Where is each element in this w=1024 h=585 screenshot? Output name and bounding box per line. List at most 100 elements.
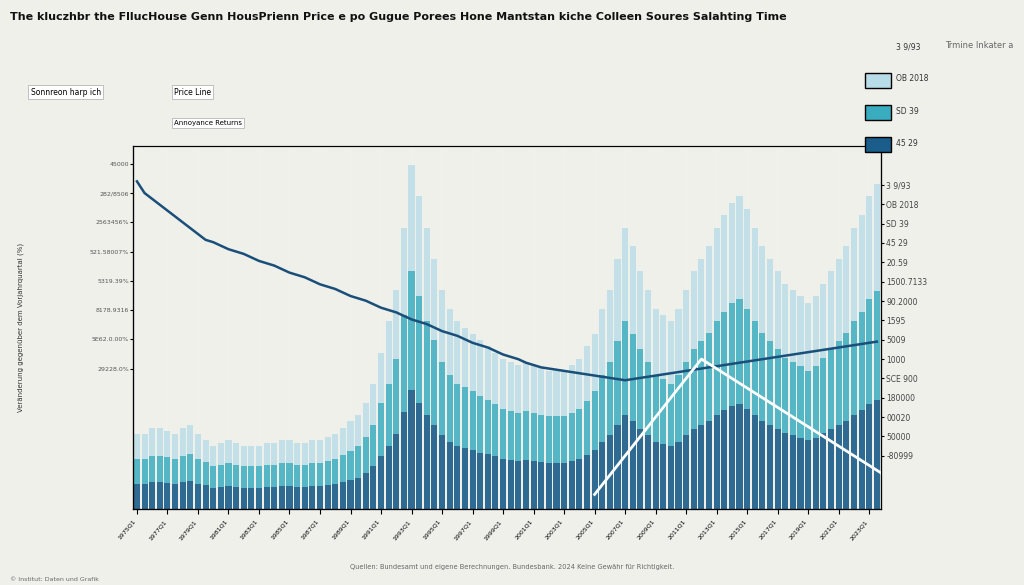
Bar	[523, 362, 529, 411]
Bar	[752, 321, 758, 415]
Bar	[340, 428, 346, 455]
Bar	[790, 435, 796, 509]
Bar	[546, 417, 552, 463]
Bar	[340, 482, 346, 509]
Bar	[645, 290, 651, 362]
Bar	[805, 371, 811, 440]
Bar	[530, 365, 537, 413]
Bar	[386, 321, 392, 384]
Bar	[141, 459, 147, 484]
Bar	[546, 371, 552, 417]
Bar	[362, 437, 369, 473]
Bar	[187, 454, 194, 481]
Bar	[362, 402, 369, 437]
Bar	[371, 384, 377, 425]
Bar	[706, 246, 712, 333]
Bar	[760, 333, 766, 421]
Bar	[798, 297, 804, 366]
Bar	[691, 271, 696, 349]
Bar	[424, 228, 430, 321]
Bar	[355, 415, 361, 446]
Bar	[279, 440, 285, 463]
Bar	[774, 271, 780, 349]
Bar	[386, 446, 392, 509]
Bar	[431, 425, 437, 509]
Bar	[317, 463, 323, 486]
Text: Sonnreon harp ich: Sonnreon harp ich	[31, 88, 100, 97]
Bar	[439, 435, 445, 509]
Bar	[469, 450, 475, 509]
Bar	[607, 435, 613, 509]
Bar	[371, 466, 377, 509]
Bar	[455, 446, 461, 509]
Bar	[668, 384, 674, 446]
Bar	[302, 487, 308, 509]
Bar	[652, 309, 658, 374]
Bar	[836, 259, 842, 342]
Bar	[760, 421, 766, 509]
Bar	[851, 415, 857, 509]
Bar	[203, 462, 209, 485]
Bar	[355, 478, 361, 509]
Bar	[592, 450, 598, 509]
Bar	[782, 433, 788, 509]
Bar	[225, 486, 231, 509]
Bar	[805, 302, 811, 371]
Bar	[210, 488, 216, 509]
Bar	[302, 465, 308, 487]
Bar	[714, 415, 720, 509]
Bar	[241, 446, 247, 466]
Text: Quellen: Bundesamt und eigene Berechnungen. Bundesbank. 2024 Keine Gewähr für Ri: Quellen: Bundesamt und eigene Berechnung…	[350, 565, 674, 570]
Bar	[248, 446, 254, 466]
Bar	[393, 434, 399, 509]
Bar	[599, 309, 605, 374]
Bar	[287, 440, 293, 463]
Bar	[477, 340, 483, 397]
Bar	[446, 442, 453, 509]
Bar	[157, 456, 163, 482]
Bar	[263, 465, 269, 487]
Bar	[736, 404, 742, 509]
Bar	[195, 434, 201, 459]
Bar	[599, 374, 605, 442]
Bar	[714, 321, 720, 415]
Bar	[462, 448, 468, 509]
Bar	[256, 488, 262, 509]
Bar	[546, 463, 552, 509]
Bar	[424, 321, 430, 415]
Bar	[187, 425, 194, 454]
Bar	[294, 465, 300, 487]
Bar	[744, 209, 751, 309]
Bar	[873, 400, 880, 509]
Text: OB 2018: OB 2018	[896, 74, 929, 84]
Bar	[851, 228, 857, 321]
Bar	[393, 290, 399, 359]
Bar	[302, 443, 308, 465]
Bar	[179, 482, 185, 509]
Bar	[577, 409, 583, 459]
Bar	[431, 259, 437, 340]
Bar	[263, 487, 269, 509]
Bar	[858, 312, 864, 411]
Bar	[683, 362, 689, 435]
Bar	[584, 455, 590, 509]
Bar	[484, 400, 490, 454]
Bar	[439, 362, 445, 435]
Bar	[134, 459, 140, 484]
Bar	[714, 228, 720, 321]
Bar	[386, 384, 392, 446]
Bar	[347, 480, 353, 509]
Bar	[400, 315, 407, 412]
Bar	[561, 417, 567, 463]
Bar	[736, 300, 742, 404]
Bar	[469, 391, 475, 450]
Bar	[416, 402, 422, 509]
Bar	[347, 421, 353, 451]
Bar	[248, 466, 254, 488]
Bar	[676, 374, 682, 442]
Bar	[431, 340, 437, 425]
Bar	[798, 438, 804, 509]
Bar	[866, 197, 872, 300]
Bar	[599, 442, 605, 509]
Bar	[218, 465, 224, 487]
